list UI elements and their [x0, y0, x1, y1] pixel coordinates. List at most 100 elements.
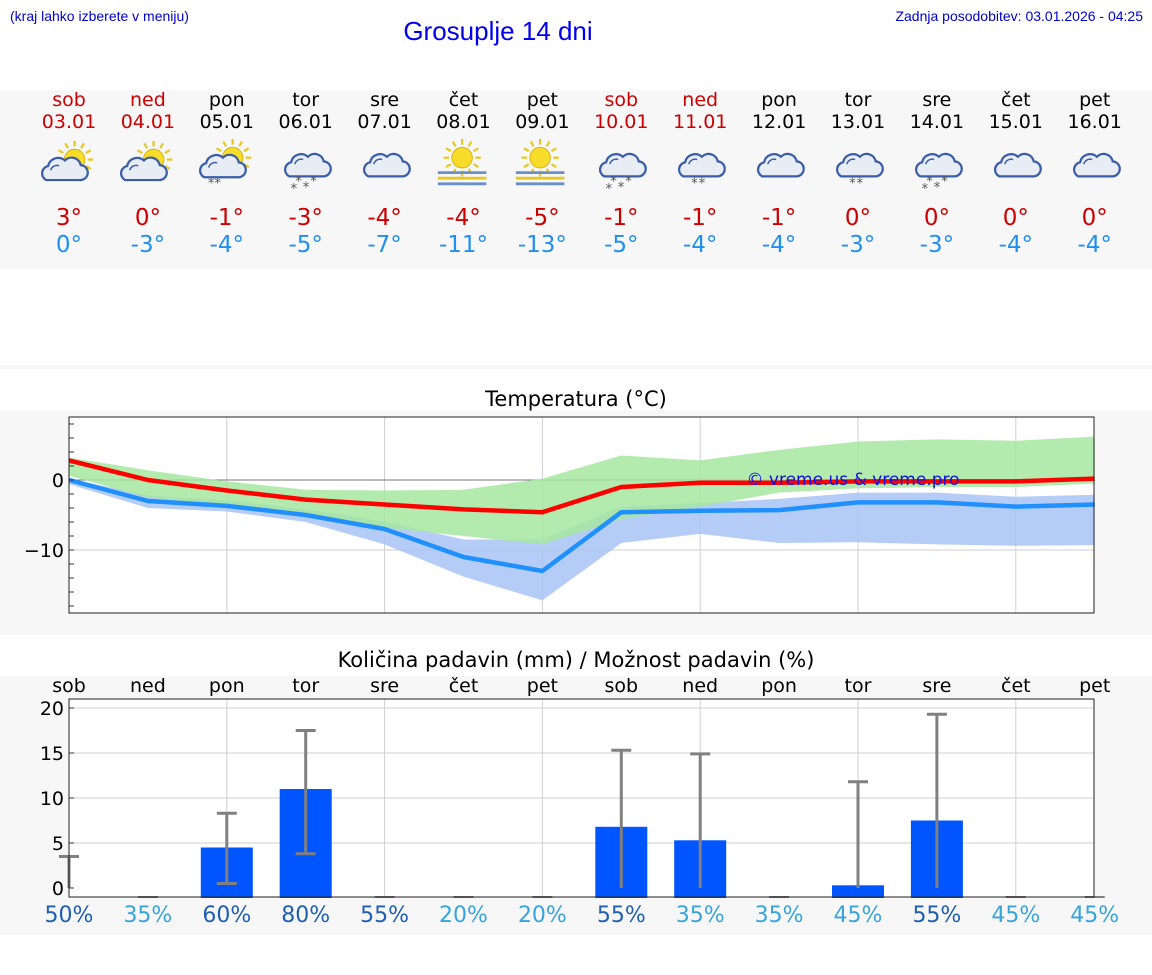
day-date: 13.01	[830, 111, 886, 133]
svg-text:*: *	[214, 177, 221, 192]
cloud-snow-icon: * * **	[914, 152, 963, 195]
temp-min: -5°	[288, 232, 323, 258]
day-date: 05.01	[199, 111, 254, 133]
y-tick-label: −10	[24, 540, 64, 562]
day-column: sre 14.01 * * * * 0° -3°	[898, 89, 976, 259]
temp-max: -1°	[604, 205, 639, 231]
day-label: pon	[761, 676, 797, 697]
svg-text:*: *	[921, 182, 928, 195]
y-tick-label: 0	[52, 878, 64, 900]
cloud-snow-icon: * * **	[599, 152, 648, 195]
day-weekday: pet	[1079, 89, 1111, 111]
day-column: tor 06.01 * * * * -3° -5°	[267, 89, 345, 259]
y-tick-label: 20	[40, 698, 64, 720]
day-label: sre	[922, 676, 951, 697]
temperature-chart: 0 −10 © vreme.us & vreme.pro	[24, 416, 1095, 614]
day-column: ned 04.01 0° -3°	[109, 89, 187, 259]
day-label: pon	[209, 676, 245, 697]
day-date: 10.01	[594, 111, 649, 133]
svg-text:*: *	[849, 177, 856, 192]
temp-min: -4°	[209, 232, 245, 258]
temp-min: -4°	[1077, 232, 1112, 258]
day-date: 08.01	[436, 111, 491, 133]
day-date: 06.01	[278, 111, 333, 133]
precip-chart: sob ned pon tor sre čet pet sob ned pon tor sre čet p…	[40, 676, 1110, 900]
precip-probability: 50%	[44, 903, 94, 928]
svg-text:*: *	[618, 180, 625, 195]
sun-cloud-snow-icon: * *	[198, 139, 252, 192]
day-column: pon 05.01 * * -1° -4°	[188, 89, 266, 259]
svg-text:*: *	[208, 177, 215, 192]
temp-max: 0°	[923, 205, 950, 231]
day-column: sob 10.01 * * * * -1° -5°	[582, 89, 660, 259]
day-column: pon 12.01 -1° -4°	[740, 89, 818, 259]
day-label: čet	[1001, 676, 1031, 697]
sun-fog-icon	[516, 139, 565, 186]
svg-text:*: *	[290, 182, 297, 195]
day-date: 12.01	[751, 111, 807, 133]
day-label: čet	[449, 676, 479, 697]
temp-min: -4°	[682, 232, 718, 258]
day-column: ned 11.01 * * -1° -4°	[661, 89, 739, 259]
forecast-strip	[0, 90, 1152, 269]
day-weekday: pon	[208, 89, 245, 111]
y-tick-label: 5	[52, 833, 64, 855]
precip-probability: 45%	[833, 903, 883, 928]
precip-probability: 20%	[517, 903, 567, 928]
y-tick-label: 0	[52, 470, 64, 492]
day-date: 16.01	[1067, 111, 1122, 133]
svg-text:*: *	[941, 175, 948, 190]
day-label: ned	[682, 676, 718, 697]
temp-min: -4°	[761, 232, 797, 258]
day-weekday: pon	[761, 89, 797, 111]
svg-text:*: *	[302, 180, 309, 195]
y-tick-label: 15	[40, 743, 64, 765]
max-temp-line	[68, 458, 1095, 515]
day-weekday: sre	[370, 89, 400, 111]
temp-max: 0°	[844, 205, 872, 231]
precip-probability: 35%	[123, 903, 173, 928]
day-column: čet 08.01 -4° -11°	[425, 89, 503, 259]
day-weekday: sob	[52, 89, 86, 111]
svg-text:*: *	[295, 175, 302, 190]
temp-max: 3°	[55, 205, 83, 231]
day-weekday: sob	[604, 89, 639, 111]
day-date: 15.01	[988, 111, 1043, 133]
svg-text:*: *	[310, 175, 317, 190]
temp-max: -4°	[367, 205, 402, 231]
day-label: sre	[370, 676, 399, 697]
svg-text:*: *	[606, 182, 613, 195]
day-weekday: čet	[1001, 89, 1031, 111]
temp-max: -1°	[682, 205, 718, 231]
svg-text:*: *	[857, 177, 864, 192]
day-column: pet 09.01 -5° -13°	[503, 89, 581, 259]
day-column: čet 15.01 0° -4°	[977, 89, 1055, 259]
precip-bar	[832, 885, 884, 898]
day-date: 07.01	[357, 111, 412, 133]
cloud-light-snow-icon: * *	[678, 152, 727, 192]
day-date: 09.01	[515, 111, 570, 133]
svg-text:*: *	[625, 175, 632, 190]
precip-chart-title: Količina padavin (mm) / Možnost padavin …	[337, 648, 815, 672]
divider	[0, 365, 1152, 369]
precip-probability: 55%	[360, 903, 410, 928]
temp-max: -3°	[288, 205, 323, 231]
day-label: pet	[527, 676, 558, 697]
day-weekday: čet	[448, 89, 479, 111]
temp-min: -13°	[517, 232, 567, 258]
temp-min: -3°	[130, 232, 166, 258]
svg-text:*: *	[926, 175, 933, 190]
svg-text:*: *	[699, 177, 706, 192]
cloudy-icon	[1072, 152, 1121, 178]
day-weekday: ned	[129, 89, 166, 111]
partly-sunny-icon	[119, 140, 173, 182]
day-column: sre 07.01 -4° -7°	[346, 89, 424, 259]
cloudy-icon	[993, 152, 1042, 178]
temp-min: -3°	[840, 232, 876, 258]
min-temp-line	[68, 477, 1095, 574]
precip-probability: 55%	[596, 903, 646, 928]
svg-text:*: *	[611, 175, 618, 190]
day-label: tor	[845, 676, 872, 697]
day-column: sob 03.01 3° 0°	[30, 89, 108, 259]
day-label: tor	[292, 676, 319, 697]
